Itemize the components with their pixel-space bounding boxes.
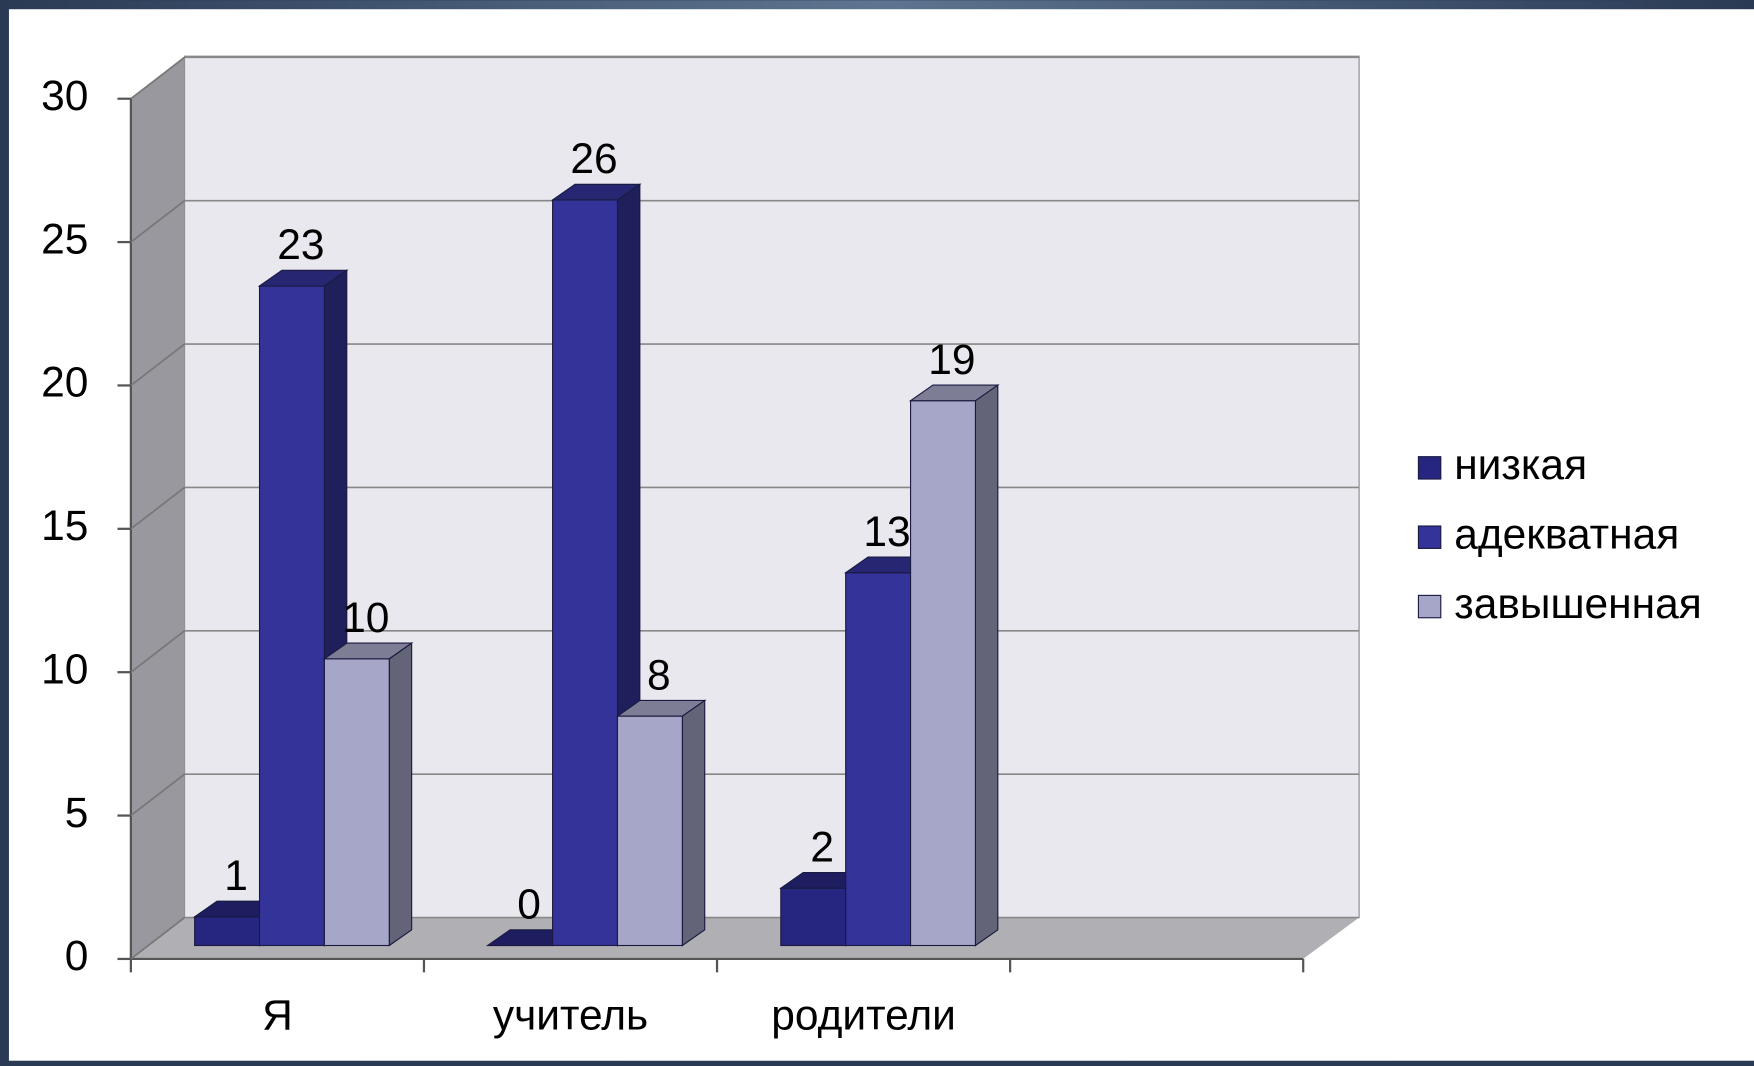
data-label: 8 bbox=[647, 652, 671, 699]
bar-top bbox=[908, 384, 1000, 402]
grid-line-side bbox=[130, 200, 186, 243]
x-tick-label: учитель bbox=[493, 992, 648, 1039]
bar-top bbox=[615, 699, 707, 717]
bar bbox=[323, 658, 390, 947]
x-tick-label: родители bbox=[771, 992, 956, 1039]
bar-side bbox=[681, 699, 706, 947]
bar bbox=[194, 916, 261, 947]
bar-side bbox=[388, 642, 413, 947]
data-label: 23 bbox=[277, 222, 324, 269]
bar bbox=[616, 715, 683, 947]
legend-swatch bbox=[1417, 594, 1442, 619]
data-label: 0 bbox=[517, 882, 541, 929]
grid-line-side bbox=[130, 56, 186, 100]
x-tick-label: Я bbox=[262, 992, 293, 1039]
y-tick-label: 5 bbox=[65, 790, 89, 837]
y-tick-label: 20 bbox=[41, 360, 88, 407]
floor bbox=[130, 917, 1360, 959]
bar bbox=[845, 572, 912, 947]
legend-swatch bbox=[1417, 525, 1442, 549]
legend-label: завышенная bbox=[1454, 581, 1702, 628]
grid-line-side bbox=[130, 630, 186, 673]
data-label: 13 bbox=[863, 509, 910, 556]
data-label: 26 bbox=[570, 136, 617, 183]
bar-top bbox=[550, 183, 642, 201]
bar-side bbox=[974, 383, 999, 947]
y-tick-label: 25 bbox=[41, 216, 88, 263]
bar bbox=[909, 400, 976, 947]
y-tick-label: 15 bbox=[41, 503, 88, 550]
data-label: 1 bbox=[224, 853, 248, 900]
bar-top bbox=[322, 642, 414, 660]
grid-line-side bbox=[130, 773, 186, 817]
bar-top bbox=[257, 269, 349, 287]
data-label: 10 bbox=[342, 595, 389, 642]
y-tick-label: 30 bbox=[41, 73, 88, 120]
bar bbox=[780, 887, 847, 947]
legend-label: адекватная bbox=[1454, 511, 1679, 558]
data-label: 2 bbox=[810, 824, 834, 871]
grid-line-side bbox=[130, 916, 186, 960]
legend-swatch bbox=[1417, 456, 1442, 480]
legend-label: низкая bbox=[1454, 442, 1587, 489]
bar bbox=[552, 199, 619, 947]
grid-line-side bbox=[130, 343, 186, 387]
bar bbox=[258, 285, 325, 947]
data-label: 19 bbox=[928, 337, 975, 384]
y-tick-label: 10 bbox=[41, 646, 88, 693]
grid-line-side bbox=[130, 486, 186, 530]
y-tick-label: 0 bbox=[65, 933, 89, 980]
